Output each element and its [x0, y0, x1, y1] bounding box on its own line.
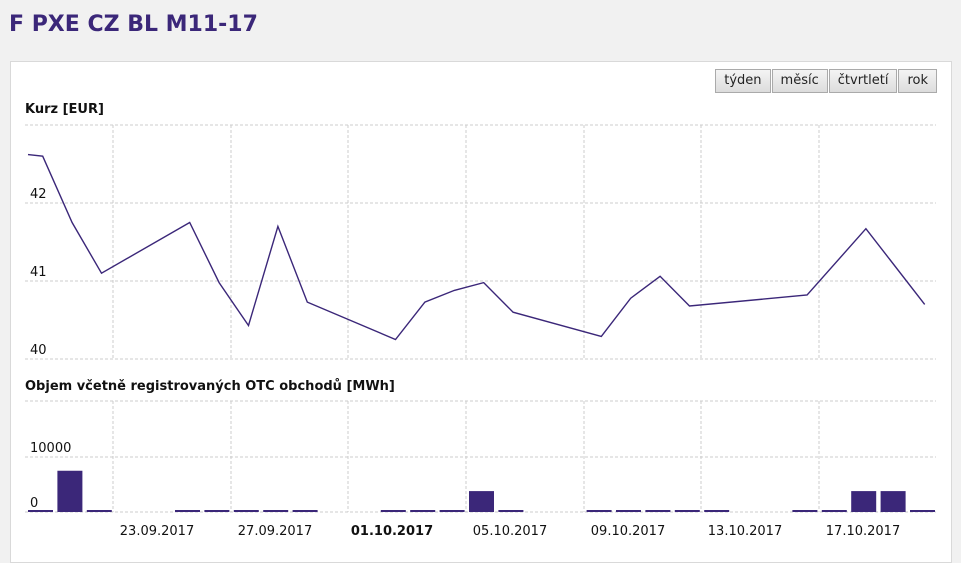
- period-toolbar: týden měsíc čtvrtletí rok: [714, 69, 937, 93]
- volume-bar: [263, 510, 289, 512]
- volume-bar: [439, 510, 465, 512]
- x-axis-date-label: 17.10.2017: [826, 524, 900, 539]
- volume-bar: [204, 510, 230, 512]
- x-axis-date-label: 27.09.2017: [238, 524, 312, 539]
- volume-bar: [851, 491, 877, 512]
- price-chart-title: Kurz [EUR]: [25, 102, 104, 117]
- price-y-tick: 42: [30, 187, 47, 202]
- volume-bar: [616, 510, 641, 512]
- charts-svg: Kurz [EUR] 40 41 42 Objem včetně registrovan…: [25, 102, 936, 539]
- volume-bar: [498, 510, 524, 512]
- period-month-button[interactable]: měsíc: [771, 69, 828, 93]
- x-axis-date-label: 23.09.2017: [120, 524, 194, 539]
- volume-bar: [292, 510, 318, 512]
- period-week-button[interactable]: týden: [715, 69, 771, 93]
- volume-bar: [469, 491, 494, 512]
- price-line: [27, 153, 926, 341]
- volume-bar: [674, 510, 700, 512]
- volume-y-tick: 10000: [30, 441, 71, 456]
- volume-chart-title: Objem včetně registrovaných OTC obchodů …: [25, 379, 395, 394]
- page-title: F PXE CZ BL M11-17: [9, 12, 258, 37]
- volume-bar: [233, 510, 259, 512]
- x-axis-date-label: 05.10.2017: [473, 524, 547, 539]
- x-axis-date-label: 13.10.2017: [708, 524, 782, 539]
- volume-bar: [645, 510, 671, 512]
- volume-bar: [910, 510, 935, 512]
- volume-bar: [380, 510, 406, 512]
- price-y-tick: 40: [30, 343, 47, 358]
- x-axis-date-label: 01.10.2017: [351, 524, 433, 539]
- period-year-button[interactable]: rok: [898, 69, 937, 93]
- volume-bar: [86, 510, 112, 512]
- volume-bar: [28, 510, 53, 512]
- volume-bar: [586, 510, 612, 512]
- volume-bar: [880, 491, 906, 512]
- volume-bar: [704, 510, 730, 512]
- volume-y-tick: 0: [30, 496, 38, 511]
- volume-bar: [175, 510, 200, 512]
- volume-bar: [821, 510, 847, 512]
- volume-bar: [57, 470, 83, 512]
- volume-bar: [410, 510, 436, 512]
- price-y-tick: 41: [30, 265, 47, 280]
- period-quarter-button[interactable]: čtvrtletí: [828, 69, 898, 93]
- chart-panel: týden měsíc čtvrtletí rok Kurz [EUR] 40 41…: [10, 61, 952, 563]
- volume-bar: [792, 510, 818, 512]
- x-axis-date-label: 09.10.2017: [591, 524, 665, 539]
